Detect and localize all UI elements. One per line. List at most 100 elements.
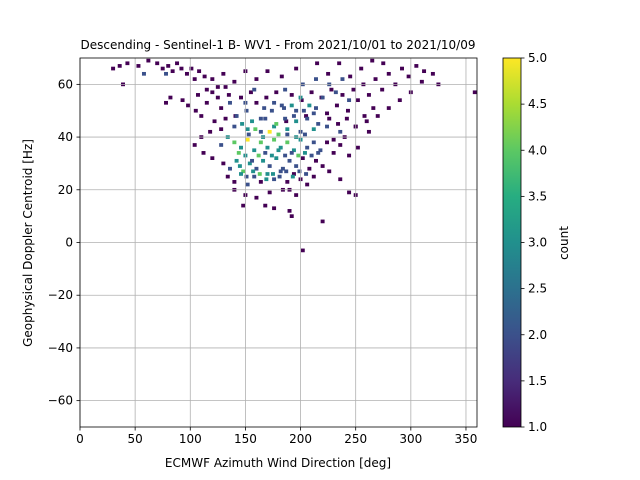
heatmap-cell bbox=[309, 90, 314, 95]
heatmap-cell bbox=[257, 172, 262, 176]
heatmap-cell bbox=[277, 174, 282, 179]
heatmap-cell bbox=[263, 203, 268, 208]
heatmap-cell bbox=[265, 69, 270, 74]
heatmap-cell bbox=[225, 174, 230, 179]
heatmap-cell bbox=[294, 119, 299, 124]
x-tick-label: 250 bbox=[344, 432, 367, 446]
heatmap-cell bbox=[199, 114, 204, 118]
heatmap-cell bbox=[329, 87, 334, 92]
heatmap-cell bbox=[234, 114, 239, 118]
x-tick-label: 300 bbox=[399, 432, 422, 446]
heatmap-cell bbox=[244, 174, 249, 179]
heatmap-cell bbox=[244, 108, 249, 113]
heatmap-cell bbox=[265, 145, 270, 150]
heatmap-cell bbox=[297, 169, 302, 174]
x-axis: 0 50 100 150 200 250 300 350 bbox=[76, 427, 477, 446]
heatmap-cell bbox=[287, 209, 292, 213]
heatmap-cell bbox=[285, 132, 290, 137]
heatmap-cell bbox=[258, 129, 263, 134]
heatmap-cell bbox=[315, 61, 320, 66]
heatmap-cell bbox=[340, 77, 345, 81]
heatmap-cell bbox=[314, 106, 318, 110]
heatmap-cell bbox=[239, 145, 243, 150]
heatmap-cell bbox=[296, 153, 301, 158]
heatmap-cell bbox=[311, 111, 316, 116]
heatmap-cell bbox=[237, 164, 242, 168]
heatmap-cell bbox=[279, 103, 284, 108]
colorbar-label: count bbox=[557, 226, 571, 260]
heatmap-cell bbox=[375, 114, 380, 118]
colorbar-tick-label: 5.0 bbox=[528, 51, 547, 65]
heatmap-cell bbox=[274, 156, 279, 160]
heatmap-cell bbox=[258, 116, 263, 121]
heatmap-cell bbox=[236, 151, 241, 155]
heatmap-cell bbox=[269, 153, 274, 158]
heatmap-cell bbox=[272, 177, 277, 182]
heatmap-cell bbox=[316, 122, 321, 126]
colorbar-tick-label: 1.0 bbox=[528, 420, 547, 434]
heatmap-cell bbox=[232, 124, 237, 129]
heatmap-cell bbox=[219, 143, 224, 147]
chart-title: Descending - Sentinel-1 B- WV1 - From 20… bbox=[81, 38, 476, 52]
heatmap-cell bbox=[215, 85, 220, 89]
heatmap-cell bbox=[272, 206, 277, 211]
colorbar-tick-label: 2.5 bbox=[528, 282, 547, 296]
heatmap-cell bbox=[338, 129, 343, 134]
heatmap-cell bbox=[291, 148, 296, 153]
heatmap-cell bbox=[326, 71, 331, 76]
heatmap-cell bbox=[311, 140, 316, 145]
heatmap-cell bbox=[170, 69, 175, 74]
heatmap-cell bbox=[305, 116, 310, 121]
heatmap-cell bbox=[370, 58, 375, 63]
heatmap-cell bbox=[245, 127, 250, 132]
heatmap-cell bbox=[210, 156, 215, 160]
heatmap-cell bbox=[287, 158, 292, 163]
heatmap-cell bbox=[351, 87, 356, 92]
heatmap-cell bbox=[334, 103, 339, 108]
heatmap-cell bbox=[283, 153, 288, 158]
heatmap-cell bbox=[125, 61, 130, 66]
x-tick-label: 150 bbox=[234, 432, 257, 446]
heatmap-cell bbox=[241, 203, 246, 208]
y-tick-label: 60 bbox=[58, 77, 73, 91]
heatmap-cell bbox=[338, 177, 343, 182]
heatmap-cell bbox=[192, 143, 197, 147]
heatmap-cell bbox=[219, 127, 224, 132]
heatmap-cell bbox=[264, 177, 269, 182]
heatmap-cell bbox=[314, 158, 318, 163]
heatmap-cell bbox=[254, 195, 259, 200]
heatmap-cell bbox=[164, 71, 168, 76]
heatmap-cell bbox=[276, 132, 281, 137]
heatmap-cell bbox=[290, 174, 295, 179]
heatmap-cell bbox=[301, 108, 306, 113]
heatmap-cell bbox=[359, 66, 364, 71]
heatmap-cell bbox=[232, 140, 237, 145]
colorbar: 1.0 1.5 2.0 2.5 3.0 3.5 4.0 4.5 5.0 bbox=[502, 51, 547, 434]
heatmap-cell bbox=[348, 74, 353, 79]
heatmap-cell bbox=[294, 193, 299, 197]
heatmap-cell bbox=[285, 140, 290, 145]
heatmap-cell bbox=[366, 129, 371, 134]
heatmap-cell bbox=[320, 219, 325, 224]
heatmap-cell bbox=[193, 108, 198, 113]
heatmap-cell bbox=[267, 164, 272, 168]
heatmap-cell bbox=[327, 169, 332, 174]
heatmap-cell bbox=[272, 124, 277, 129]
heatmap-cell bbox=[366, 93, 371, 97]
heatmap-cell bbox=[146, 58, 151, 63]
x-tick-label: 350 bbox=[455, 432, 478, 446]
heatmap-cell bbox=[302, 151, 307, 155]
heatmap-cell bbox=[285, 127, 290, 132]
heatmap-cell bbox=[204, 87, 209, 92]
heatmap-cell bbox=[327, 116, 332, 121]
heatmap-cell bbox=[279, 74, 284, 79]
heatmap-cell bbox=[307, 166, 312, 171]
grid-lines bbox=[79, 58, 477, 427]
heatmap-cell bbox=[325, 124, 330, 129]
heatmap-cell bbox=[272, 137, 277, 142]
heatmap-cell bbox=[254, 77, 259, 81]
heatmap-cell bbox=[189, 66, 194, 71]
heatmap-cell bbox=[311, 174, 316, 179]
heatmap-cell bbox=[373, 77, 378, 81]
